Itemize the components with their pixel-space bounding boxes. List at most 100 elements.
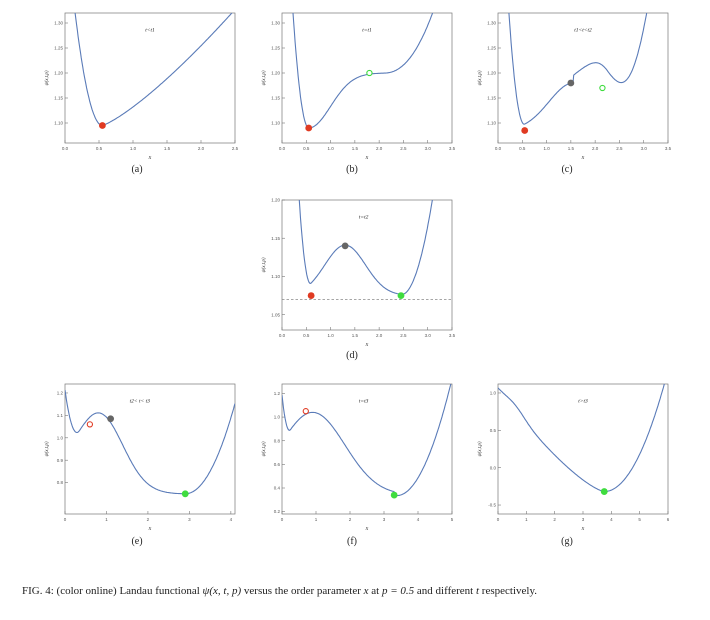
y-tick-label: -0.5 — [488, 503, 496, 508]
chart-panel-c: 0.0 0.5 1.0 1.5 2.0 2.5 3.0 3.5 1.10 1.15 1.20 1.25… — [478, 12, 672, 175]
x-tick-label: 3.5 — [449, 333, 456, 338]
y-tick-label: 1.15 — [487, 96, 496, 101]
green-point — [366, 69, 373, 77]
y-axis-label: ψ(x,t,p) — [478, 441, 483, 456]
panel-annotation: t=t1 — [362, 28, 372, 34]
y-tick-label: 0.0 — [490, 465, 497, 470]
x-tick-label: 0.0 — [279, 146, 286, 151]
landau-curve — [508, 13, 648, 125]
x-tick-label: 2.5 — [616, 146, 623, 151]
x-tick-label: 0.0 — [495, 146, 502, 151]
x-tick-label: 0.5 — [96, 146, 103, 151]
x-axis-label: x — [581, 155, 585, 161]
landau-curve — [74, 13, 233, 127]
x-tick-label: 0 — [64, 517, 67, 522]
y-tick-label: 0.6 — [274, 462, 281, 467]
plot-frame — [64, 383, 236, 515]
x-tick-label: 1.0 — [327, 333, 334, 338]
panel-label: (f) — [347, 536, 357, 547]
x-tick-label: 0.0 — [279, 333, 286, 338]
y-axis-label: ψ(x,t,p) — [262, 441, 267, 456]
chart-panel-a: 0.0 0.5 1.0 1.5 2.0 2.5 1.10 1.15 1.20 1.25 1.30 t<… — [45, 12, 239, 175]
x-tick-label: 1 — [315, 517, 318, 522]
y-tick-label: 1.2 — [274, 391, 281, 396]
panel-label: (d) — [346, 350, 358, 361]
y-tick-label: 1.20 — [271, 71, 280, 76]
landau-curve — [498, 384, 665, 493]
y-axis-label: ψ(x,t,p) — [478, 70, 483, 85]
caption-text-1: (color online) Landau functional — [53, 585, 203, 597]
panel-annotation: t<t1 — [145, 28, 155, 34]
landau-curve — [282, 384, 452, 497]
panel-label: (g) — [561, 536, 573, 547]
x-axis-label: x — [148, 526, 152, 532]
caption-text-5: respectively. — [479, 585, 537, 597]
green-point — [600, 488, 608, 495]
panel-annotation: t1<t<t2 — [574, 28, 592, 34]
x-tick-label: 4 — [230, 517, 233, 522]
x-tick-label: 3.0 — [641, 146, 648, 151]
y-tick-label: 1.2 — [57, 391, 64, 396]
x-tick-label: 1 — [525, 517, 528, 522]
y-tick-label: 0.2 — [274, 509, 281, 514]
x-tick-label: 4 — [417, 517, 420, 522]
panel-annotation: t=t3 — [359, 399, 369, 405]
plot-frame — [281, 199, 453, 331]
green-point — [390, 491, 398, 499]
x-tick-label: 3 — [383, 517, 386, 522]
y-tick-label: 1.15 — [54, 96, 63, 101]
y-tick-label: 1.0 — [274, 415, 281, 420]
caption-x: x — [363, 585, 369, 597]
x-tick-label: 0 — [281, 517, 284, 522]
green-point — [397, 292, 405, 299]
x-tick-label: 4 — [610, 517, 613, 522]
x-tick-label: 6 — [667, 517, 670, 522]
y-tick-label: 0.8 — [274, 438, 281, 443]
gray-point — [107, 415, 115, 423]
x-axis-label: x — [365, 342, 369, 348]
y-tick-label: 1.0 — [57, 435, 64, 440]
x-tick-label: 1 — [105, 517, 108, 522]
chart-panel-f: 0 1 2 3 4 5 0.2 0.4 0.6 0.8 1.0 1.2 t=t3 x ψ(x,t,p) (f) — [262, 383, 454, 547]
x-tick-label: 3.5 — [665, 146, 672, 151]
y-tick-label: 1.10 — [54, 121, 63, 126]
gray-point — [567, 79, 575, 87]
x-tick-label: 2.5 — [400, 146, 407, 151]
x-tick-label: 1.5 — [352, 333, 359, 338]
y-tick-label: 0.4 — [274, 486, 281, 491]
red-point — [99, 122, 106, 129]
x-tick-label: 2.5 — [232, 146, 239, 151]
x-tick-label: 1.5 — [164, 146, 171, 151]
panel-label: (e) — [131, 536, 142, 547]
y-tick-label: 1.20 — [271, 198, 280, 203]
y-axis-label: ψ(x,t,p) — [262, 257, 267, 272]
x-tick-label: 2.0 — [376, 146, 383, 151]
chart-panel-e: 0 1 2 3 4 0.8 0.9 1.0 1.1 1.2 t2< t< t3 x ψ(x,t,p) (e… — [45, 383, 236, 547]
x-tick-label: 3.0 — [425, 333, 432, 338]
caption-psi: ψ(x, t, p) — [202, 585, 242, 597]
figure-caption: FIG. 4: (color online) Landau functional… — [22, 585, 692, 597]
x-tick-label: 2.0 — [376, 333, 383, 338]
green-point — [599, 84, 606, 92]
y-tick-label: 1.25 — [487, 46, 496, 51]
x-tick-label: 1.5 — [352, 146, 359, 151]
red-point — [86, 421, 94, 428]
y-tick-label: 1.20 — [54, 71, 63, 76]
plot-frame — [64, 12, 236, 144]
panel-annotation: t=t2 — [359, 215, 369, 221]
x-tick-label: 0.5 — [519, 146, 526, 151]
caption-text-4: and different — [414, 585, 476, 597]
chart-panel-b: 0.0 0.5 1.0 1.5 2.0 2.5 3.0 3.5 1.10 1.15 1.20 1.25… — [262, 12, 456, 175]
caption-t: t — [475, 585, 480, 597]
red-point — [521, 127, 529, 134]
x-tick-label: 2.0 — [592, 146, 599, 151]
gray-point — [341, 242, 349, 250]
x-tick-label: 3.0 — [425, 146, 432, 151]
y-tick-label: 1.0 — [490, 391, 497, 396]
caption-prefix: FIG. 4: — [22, 585, 54, 597]
x-tick-label: 2 — [147, 517, 150, 522]
x-tick-label: 0.5 — [303, 146, 310, 151]
panel-label: (a) — [131, 164, 142, 175]
y-tick-label: 1.25 — [54, 46, 63, 51]
